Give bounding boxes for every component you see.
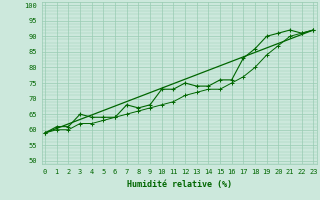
X-axis label: Humidité relative (%): Humidité relative (%) [127, 180, 232, 189]
